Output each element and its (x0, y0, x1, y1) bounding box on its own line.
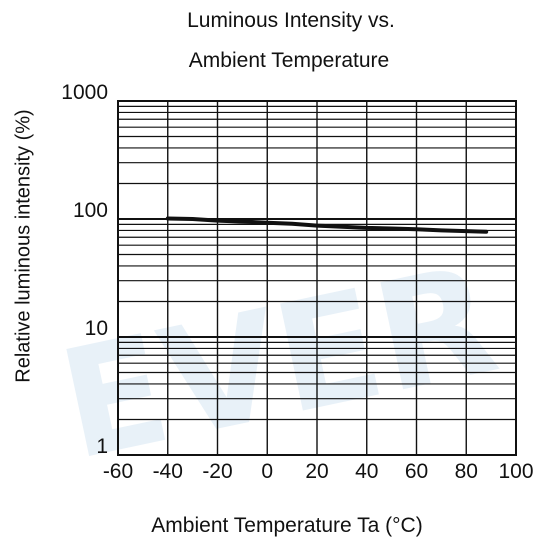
x-tick-label: -60 (103, 460, 133, 483)
x-tick-labels: -60 -40 -20 0 20 40 60 80 100 (103, 460, 534, 483)
x-tick-label: 60 (405, 460, 428, 483)
x-tick-label: 80 (455, 460, 478, 483)
x-tick-label: 0 (261, 460, 273, 483)
y-tick-labels: 1 10 100 1000 (61, 81, 108, 458)
x-tick-label: -40 (153, 460, 183, 483)
x-axis-label: Ambient Temperature Ta (°C) (151, 514, 423, 537)
x-tick-label: 20 (305, 460, 328, 483)
x-tick-label: 100 (498, 460, 533, 483)
plot-frame (117, 100, 517, 456)
series-line (165, 216, 489, 234)
y-tick-label: 1 (96, 435, 108, 458)
y-tick-label: 1000 (61, 81, 108, 104)
chart-title-line-1: Luminous Intensity vs. (187, 9, 395, 32)
x-tick-label: 40 (355, 460, 378, 483)
x-tick-label: -20 (202, 460, 232, 483)
y-tick-label: 10 (85, 317, 108, 340)
chart-title-line-2: Ambient Temperature (188, 49, 390, 72)
series-lines (165, 216, 489, 234)
y-tick-label: 100 (73, 199, 108, 222)
